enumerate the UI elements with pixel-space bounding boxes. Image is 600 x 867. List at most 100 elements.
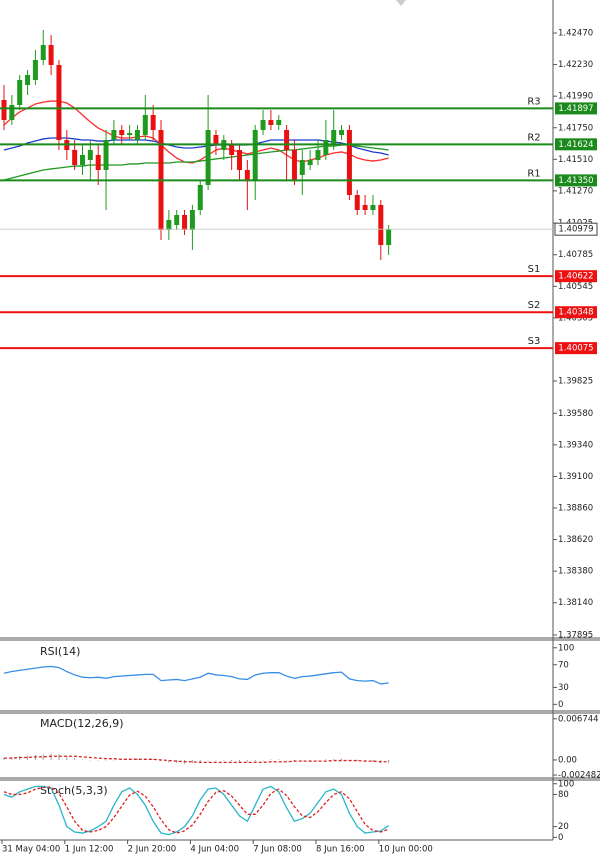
y-tick-label: 80 xyxy=(558,790,569,800)
histogram-bar xyxy=(286,759,288,761)
y-tick-label: 1.41750 xyxy=(558,123,593,133)
last-price-label: 1.40979 xyxy=(558,225,593,235)
candle-body xyxy=(25,74,31,85)
candle-body xyxy=(150,114,156,130)
x-tick-label: 4 Jun 04:00 xyxy=(190,845,239,855)
candle-body xyxy=(346,129,352,195)
histogram-bar xyxy=(309,759,311,761)
x-tick-label: 31 May 04:00 xyxy=(2,845,60,855)
x-tick-label: 1 Jun 12:00 xyxy=(65,845,114,855)
x-tick-label: 2 Jun 20:00 xyxy=(128,845,177,855)
y-tick-label: 1.40785 xyxy=(558,250,593,260)
level-price-box xyxy=(555,306,597,319)
candle-body xyxy=(370,204,376,210)
candle-body xyxy=(339,129,345,135)
level-price-box xyxy=(555,174,597,187)
candle-body xyxy=(260,119,266,130)
y-tick-label: 70 xyxy=(558,660,569,670)
indicator-line xyxy=(3,665,389,685)
candle-body xyxy=(1,99,7,120)
candle-body xyxy=(307,159,313,165)
histogram-bar xyxy=(270,759,272,760)
histogram-bar xyxy=(317,759,319,761)
histogram-bar xyxy=(89,759,91,761)
candle-body xyxy=(32,59,38,80)
y-tick-label: 30 xyxy=(558,683,569,693)
y-tick-label: 1.40305 xyxy=(558,313,593,323)
y-tick-label: 0 xyxy=(558,700,563,710)
y-tick-label: 1.41510 xyxy=(558,155,593,165)
candle-body xyxy=(103,139,109,170)
y-tick-label: 1.42230 xyxy=(558,60,593,70)
histogram-bar xyxy=(82,759,83,760)
candle-body xyxy=(40,44,46,60)
y-tick-label: 100 xyxy=(558,779,574,789)
histogram-bar xyxy=(325,759,327,760)
histogram-bar xyxy=(246,759,248,762)
level-name: S3 xyxy=(528,336,541,347)
candle-body xyxy=(111,129,117,140)
y-tick-label: 1.42470 xyxy=(558,29,593,39)
histogram-bar xyxy=(113,759,115,761)
level-price-box xyxy=(555,342,597,355)
y-tick-label: 1.38860 xyxy=(558,504,593,514)
histogram-bar xyxy=(27,755,29,760)
candle-body xyxy=(205,129,211,185)
level-price: 1.41350 xyxy=(558,176,593,186)
histogram-bar xyxy=(74,758,76,760)
y-tick-label: 1.39825 xyxy=(558,377,593,387)
panel-title: RSI(14) xyxy=(40,645,80,658)
candle-body xyxy=(323,139,329,155)
histogram-bar xyxy=(262,759,264,761)
candle-body xyxy=(284,129,290,150)
histogram-bar xyxy=(152,758,154,760)
candle-body xyxy=(268,119,274,125)
y-tick-label: 20 xyxy=(558,822,569,832)
y-tick-label: 1.38620 xyxy=(558,535,593,545)
histogram-bar xyxy=(239,759,240,762)
level-price: 1.40622 xyxy=(558,272,593,282)
level-price-box xyxy=(555,138,597,151)
y-tick-label: 1.40545 xyxy=(558,282,593,292)
candle-body xyxy=(244,169,250,180)
scroll-marker xyxy=(396,0,406,6)
level-name: R3 xyxy=(527,96,540,107)
candle-body xyxy=(182,214,188,230)
level-price-box xyxy=(555,102,597,115)
candle-body xyxy=(291,149,297,180)
histogram-bar xyxy=(66,756,68,760)
histogram-bar xyxy=(207,759,209,761)
histogram-bar xyxy=(231,759,233,762)
histogram-bar xyxy=(215,759,217,761)
histogram-bar xyxy=(97,759,99,761)
candle-body xyxy=(331,129,337,145)
level-price: 1.40348 xyxy=(558,308,593,318)
y-tick-label: 0 xyxy=(558,833,563,843)
y-tick-label: 1.38380 xyxy=(558,567,593,577)
candle-body xyxy=(174,214,180,225)
panel-title: Stoch(5,3,3) xyxy=(40,784,108,797)
histogram-bar xyxy=(333,759,335,760)
y-tick-label: 100 xyxy=(558,643,574,653)
histogram-bar xyxy=(58,754,60,760)
candle-body xyxy=(134,129,140,140)
candle-body xyxy=(213,134,219,145)
y-tick-label: 1.39580 xyxy=(558,409,593,419)
histogram-bar xyxy=(42,754,44,760)
x-tick-label: 10 Jun 00:00 xyxy=(379,845,433,855)
level-price: 1.40075 xyxy=(558,344,593,354)
candle-body xyxy=(17,79,23,105)
indicator-line xyxy=(3,786,389,834)
candle-body xyxy=(299,159,305,175)
y-tick-label: 0.00 xyxy=(558,755,577,765)
y-tick-label: 0.006744 xyxy=(558,714,599,724)
x-tick-label: 7 Jun 08:00 xyxy=(253,845,302,855)
candle-body xyxy=(252,129,258,180)
last-price-box xyxy=(554,222,598,236)
level-price: 1.41624 xyxy=(558,140,593,150)
histogram-bar xyxy=(293,759,295,761)
candle-body xyxy=(276,119,282,125)
candle-body xyxy=(95,154,101,170)
